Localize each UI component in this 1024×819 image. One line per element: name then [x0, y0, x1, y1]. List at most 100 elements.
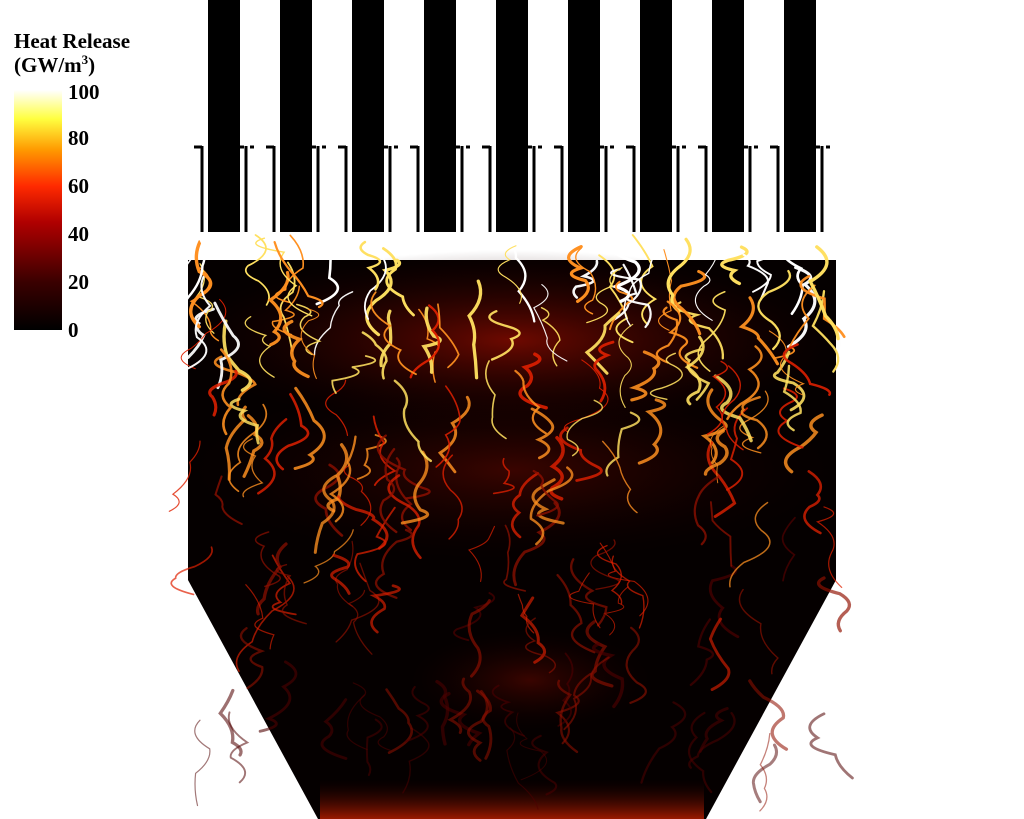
flame-filament — [618, 323, 634, 408]
flame-filament — [666, 300, 699, 369]
injector-tube — [352, 0, 384, 232]
flame-filament — [768, 330, 806, 396]
flame-filament — [359, 694, 391, 751]
flame-filament — [625, 626, 647, 704]
flame-filament — [519, 596, 546, 664]
flame-filament — [530, 407, 555, 460]
flame-filament — [293, 386, 326, 470]
flame-filament — [275, 393, 310, 471]
flame-filament — [738, 296, 780, 366]
injector-tube — [784, 0, 816, 232]
flame-filament — [242, 438, 264, 498]
colorbar-tick-label: 60 — [68, 174, 89, 198]
flame-filament — [628, 350, 661, 402]
flame-filament — [437, 303, 460, 369]
flame-filament — [370, 291, 417, 376]
flame-filament — [393, 379, 432, 463]
flame-filament — [706, 360, 728, 436]
flame-filament — [273, 241, 324, 309]
flame-filament — [313, 474, 337, 554]
flame-filament — [245, 584, 275, 650]
flame-filament — [361, 331, 388, 380]
flames — [165, 233, 854, 812]
injector-tube — [568, 0, 600, 232]
flame-filament — [453, 592, 496, 642]
flame-filament — [591, 642, 625, 709]
flame-filament — [751, 743, 779, 804]
unit-exponent: 3 — [82, 52, 89, 67]
flame-filament — [740, 396, 768, 450]
flame-filament — [684, 335, 705, 406]
flame-filament — [336, 495, 389, 550]
injector-tube — [208, 0, 240, 232]
flame-filament — [208, 369, 238, 417]
flame-filament — [402, 727, 430, 794]
flame-filament — [170, 546, 213, 596]
unit: (GW/m — [14, 53, 82, 77]
flame-filament — [605, 411, 641, 477]
flame-filament — [503, 524, 527, 592]
flame-filament — [244, 234, 270, 306]
injector-tube — [640, 0, 672, 232]
flame-filament — [748, 679, 789, 751]
flame-filament — [267, 270, 290, 347]
flame-filament — [435, 385, 461, 468]
flame-filament — [563, 359, 609, 433]
flame-filament — [271, 554, 297, 616]
flame-filament — [497, 245, 522, 304]
flame-filament — [709, 425, 725, 484]
flame-filament — [382, 247, 415, 317]
flame-filament — [559, 426, 603, 482]
flame-filament — [385, 688, 414, 754]
flame-filament — [282, 319, 310, 379]
flame-filament — [781, 516, 796, 582]
flame-filament — [186, 307, 215, 359]
flame-filament — [320, 698, 348, 760]
flame-filament — [772, 284, 816, 360]
flame-filament — [567, 245, 590, 303]
flame-filament — [222, 319, 253, 392]
flame-filament — [700, 388, 728, 465]
flame-filament — [531, 478, 565, 525]
flame-filament — [491, 684, 525, 737]
flame-filament — [258, 660, 298, 733]
unit-close: ) — [88, 53, 95, 77]
flame-filament — [369, 584, 401, 634]
flame-filament — [697, 291, 727, 372]
flame-filament — [176, 237, 206, 309]
flame-filament — [569, 572, 601, 629]
flame-filament — [533, 284, 568, 362]
flame-filament — [275, 563, 307, 625]
flame-filament — [808, 712, 854, 780]
flame-filament — [585, 620, 614, 688]
flame-filament — [572, 259, 599, 299]
flame-filament — [698, 707, 729, 753]
colorbar-tick-label: 100 — [68, 80, 100, 104]
flame-filament — [442, 454, 463, 540]
flame-filament — [602, 440, 638, 514]
flame-filament — [759, 732, 771, 812]
flame-filament — [467, 279, 483, 380]
flame-filament — [254, 531, 281, 588]
flame-filament — [757, 269, 792, 351]
flame-filament — [359, 240, 382, 291]
legend-title: Heat Release — [14, 29, 130, 53]
flame-filament — [640, 701, 687, 784]
flame-filament — [694, 241, 720, 321]
flame-filament — [752, 236, 783, 293]
flame-filament — [689, 618, 715, 687]
flame-filament — [557, 652, 574, 727]
flame-filament — [255, 237, 313, 317]
flame-filament — [395, 457, 413, 532]
flame-filament — [803, 470, 823, 535]
flame-filament — [525, 617, 556, 674]
flame-filament — [555, 672, 592, 745]
flame-filament — [220, 348, 233, 436]
flame-filament — [182, 275, 212, 372]
flame-filament — [300, 308, 320, 380]
flame-filament — [165, 249, 201, 321]
flame-filament — [693, 476, 719, 546]
flame-filament — [729, 501, 771, 588]
flame-filament — [649, 352, 683, 400]
flame-filament — [437, 395, 471, 474]
